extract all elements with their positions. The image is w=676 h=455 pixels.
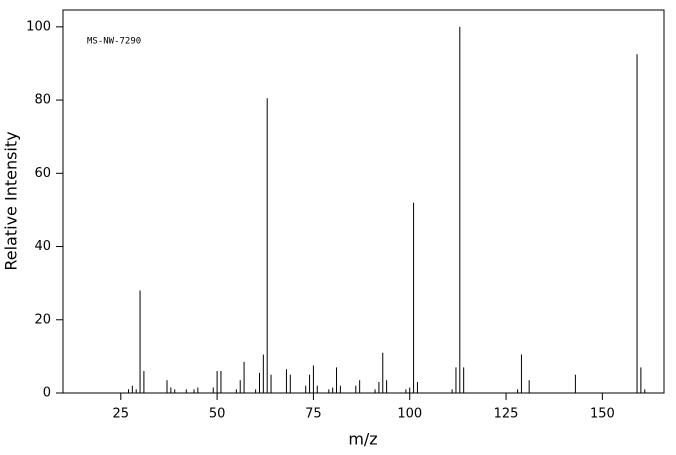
x-tick-label: 125 — [494, 407, 519, 422]
x-axis-label: m/z — [348, 430, 377, 449]
x-tick-label: 25 — [113, 407, 130, 422]
y-tick-label: 80 — [34, 93, 51, 108]
y-tick-label: 20 — [34, 312, 51, 327]
y-axis-label: Relative Intensity — [2, 131, 21, 270]
x-tick-label: 150 — [590, 407, 615, 422]
y-tick-label: 100 — [26, 19, 51, 34]
y-tick-label: 40 — [34, 239, 51, 254]
x-tick-label: 75 — [305, 407, 322, 422]
x-tick-label: 100 — [397, 407, 422, 422]
y-tick-label: 0 — [43, 386, 51, 401]
y-tick-label: 60 — [34, 166, 51, 181]
x-tick-label: 50 — [209, 407, 226, 422]
spectrum-label: MS-NW-7290 — [87, 37, 141, 47]
plot-frame — [62, 9, 665, 394]
